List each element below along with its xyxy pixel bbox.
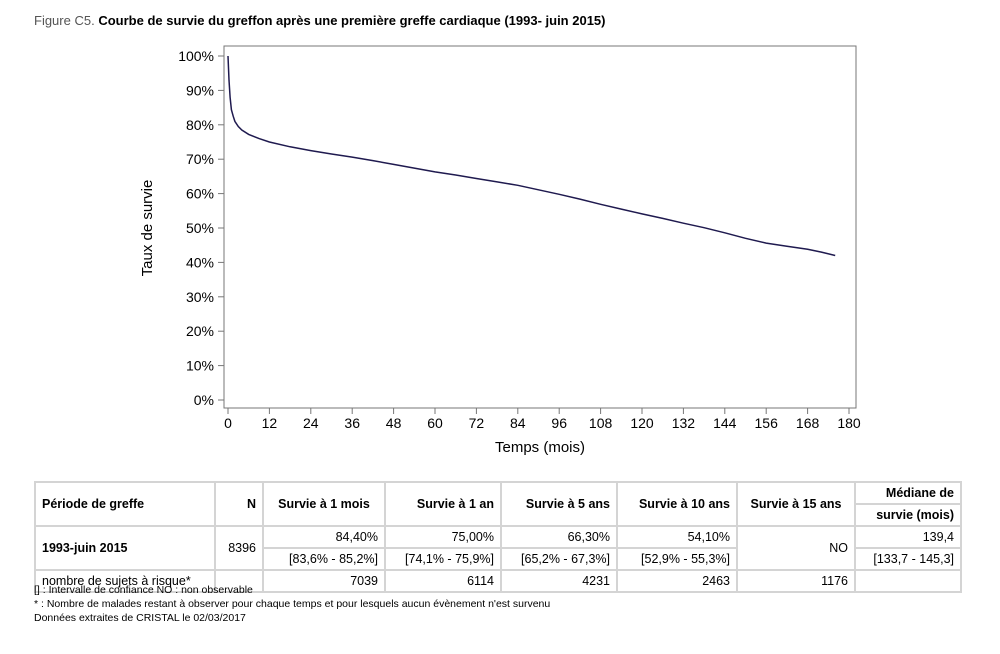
y-axis-label: Taux de survie (139, 180, 156, 277)
y-tick-label: 100% (178, 48, 214, 64)
risk-5y: 4231 (500, 569, 618, 593)
y-tick-label: 10% (186, 358, 214, 374)
header-median-2: survie (mois) (854, 503, 962, 527)
risk-label: nombre de sujets à risque* (34, 569, 216, 593)
header-n: N (214, 481, 264, 527)
risk-n (214, 569, 264, 593)
risk-15y: 1176 (736, 569, 856, 593)
y-tick-label: 70% (186, 151, 214, 167)
risk-median (854, 569, 962, 593)
x-tick-label: 144 (713, 415, 737, 431)
x-tick-label: 36 (344, 415, 360, 431)
y-tick-label: 90% (186, 82, 214, 98)
x-tick-label: 0 (224, 415, 232, 431)
value-median: 139,4 (854, 525, 962, 549)
ci-median: [133,7 - 145,3] (854, 547, 962, 571)
ci-1y: [74,1% - 75,9%] (384, 547, 502, 571)
survival-curve (227, 55, 836, 257)
x-tick-label: 24 (303, 415, 319, 431)
y-tick-label: 60% (186, 186, 214, 202)
x-axis-label: Temps (mois) (495, 439, 585, 456)
x-tick-label: 96 (551, 415, 567, 431)
x-tick-label: 48 (386, 415, 402, 431)
ci-5y: [65,2% - 67,3%] (500, 547, 618, 571)
x-tick-label: 84 (510, 415, 526, 431)
x-tick-label: 12 (262, 415, 278, 431)
header-period: Période de greffe (34, 481, 216, 527)
x-tick-label: 156 (755, 415, 779, 431)
y-tick-label: 30% (186, 289, 214, 305)
header-1y: Survie à 1 an (384, 481, 502, 527)
risk-1y: 6114 (384, 569, 502, 593)
survival-chart: 0% 10% 20% 30% 40% 50% 60% 70% 80% 90% 100% 0 12 24 36… (139, 45, 861, 456)
x-tick-label: 108 (589, 415, 613, 431)
row-n: 8396 (214, 525, 264, 571)
figure-number: Figure C5. (34, 13, 95, 28)
row-period: 1993-juin 2015 (34, 525, 216, 571)
value-10y: 54,10% (616, 525, 738, 549)
y-tick-label: 20% (186, 323, 214, 339)
x-tick-label: 132 (672, 415, 696, 431)
figure-title: Figure C5. Courbe de survie du greffon a… (34, 13, 605, 28)
value-1m: 84,40% (262, 525, 386, 549)
risk-1m: 7039 (262, 569, 386, 593)
note-source: Données extraites de CRISTAL le 02/03/20… (34, 612, 246, 624)
note-ci: [] : Intervalle de confiance NO : non ob… (34, 584, 253, 596)
footnotes: [] : Intervalle de confiance NO : non ob… (34, 583, 550, 625)
x-tick-label: 120 (630, 415, 654, 431)
x-tick-label: 168 (796, 415, 820, 431)
value-1y: 75,00% (384, 525, 502, 549)
header-median-1: Médiane de (854, 481, 962, 505)
survival-table: Période de greffe N Survie à 1 mois Surv… (34, 481, 962, 593)
header-15y: Survie à 15 ans (736, 481, 856, 527)
y-tick-label: 0% (194, 392, 214, 408)
plot-frame (223, 45, 857, 409)
x-tick-label: 60 (427, 415, 443, 431)
note-risk: * : Nombre de malades restant à observer… (34, 598, 551, 610)
x-tick-label: 72 (469, 415, 485, 431)
figure-title-text: Courbe de survie du greffon après une pr… (98, 13, 606, 28)
ci-10y: [52,9% - 55,3%] (616, 547, 738, 571)
x-tick-label: 180 (837, 415, 861, 431)
header-5y: Survie à 5 ans (500, 481, 618, 527)
header-10y: Survie à 10 ans (616, 481, 738, 527)
risk-10y: 2463 (616, 569, 738, 593)
y-tick-label: 80% (186, 117, 214, 133)
y-tick-label: 50% (186, 220, 214, 236)
header-1m: Survie à 1 mois (262, 481, 386, 527)
y-tick-label: 40% (186, 254, 214, 270)
ci-1m: [83,6% - 85,2%] (262, 547, 386, 571)
value-15y: NO (736, 525, 856, 571)
value-5y: 66,30% (500, 525, 618, 549)
